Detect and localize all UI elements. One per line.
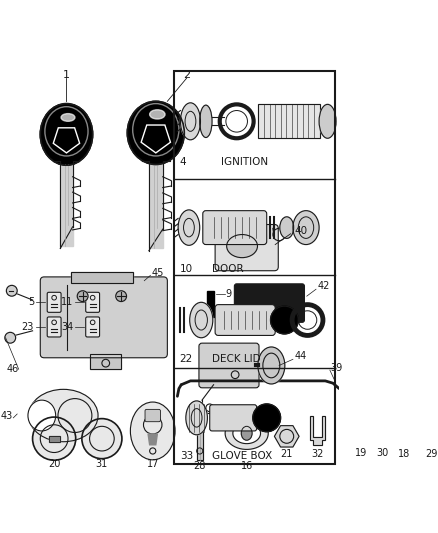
Circle shape <box>253 404 281 432</box>
Ellipse shape <box>150 110 165 119</box>
FancyBboxPatch shape <box>40 277 167 358</box>
Polygon shape <box>149 161 163 248</box>
FancyBboxPatch shape <box>234 284 304 322</box>
Text: 44: 44 <box>294 351 307 361</box>
Text: 43: 43 <box>0 410 13 421</box>
Ellipse shape <box>28 400 56 431</box>
Text: 33: 33 <box>180 451 193 461</box>
Bar <box>90 354 121 369</box>
Ellipse shape <box>180 103 201 140</box>
Bar <box>173 71 335 464</box>
Bar <box>207 291 214 317</box>
Bar <box>71 271 133 283</box>
FancyBboxPatch shape <box>86 292 99 312</box>
Text: 32: 32 <box>311 449 324 459</box>
Ellipse shape <box>227 235 258 257</box>
Bar <box>90 354 121 369</box>
Bar <box>71 271 133 283</box>
Text: 1: 1 <box>63 70 70 80</box>
Bar <box>357 434 364 439</box>
Circle shape <box>5 333 16 343</box>
Ellipse shape <box>61 114 75 122</box>
Text: DECK LID: DECK LID <box>212 353 261 364</box>
Text: 39: 39 <box>330 363 342 373</box>
Text: 45: 45 <box>152 268 164 278</box>
Polygon shape <box>148 434 157 445</box>
Text: 23: 23 <box>22 322 34 332</box>
Text: 19: 19 <box>354 448 367 457</box>
Ellipse shape <box>127 101 184 165</box>
Text: 21: 21 <box>281 449 293 459</box>
Bar <box>258 104 320 138</box>
Text: GLOVE BOX: GLOVE BOX <box>212 451 272 461</box>
Text: DOOR: DOOR <box>212 263 244 273</box>
Ellipse shape <box>280 217 293 238</box>
Ellipse shape <box>241 426 252 440</box>
Bar <box>49 435 60 442</box>
FancyBboxPatch shape <box>203 211 267 245</box>
Text: 5: 5 <box>28 297 34 308</box>
Text: 42: 42 <box>318 281 330 291</box>
Circle shape <box>116 291 127 302</box>
Ellipse shape <box>131 402 175 460</box>
Circle shape <box>7 285 17 296</box>
Ellipse shape <box>319 104 336 138</box>
Polygon shape <box>376 423 389 445</box>
Text: 31: 31 <box>96 459 108 469</box>
Circle shape <box>392 424 416 449</box>
Text: 16: 16 <box>240 461 253 471</box>
Circle shape <box>82 418 122 459</box>
Bar <box>49 435 60 442</box>
Circle shape <box>77 291 88 302</box>
Ellipse shape <box>258 347 285 384</box>
Bar <box>197 418 203 460</box>
Text: 40: 40 <box>294 225 307 236</box>
Ellipse shape <box>29 389 98 442</box>
Polygon shape <box>310 416 325 445</box>
Text: 28: 28 <box>194 461 206 471</box>
FancyBboxPatch shape <box>215 305 275 335</box>
FancyBboxPatch shape <box>47 317 61 337</box>
FancyBboxPatch shape <box>199 343 259 388</box>
Ellipse shape <box>200 105 212 138</box>
FancyBboxPatch shape <box>145 409 160 422</box>
FancyBboxPatch shape <box>247 316 281 331</box>
Bar <box>399 434 409 439</box>
FancyBboxPatch shape <box>86 317 99 337</box>
Polygon shape <box>225 417 268 449</box>
Bar <box>258 104 320 138</box>
Ellipse shape <box>178 210 200 245</box>
Text: 9: 9 <box>225 289 231 299</box>
Polygon shape <box>60 161 73 246</box>
Ellipse shape <box>186 401 208 435</box>
FancyBboxPatch shape <box>47 292 61 312</box>
Text: IGNITION: IGNITION <box>221 157 268 167</box>
Text: 29: 29 <box>425 449 438 459</box>
Text: 30: 30 <box>376 448 389 457</box>
Circle shape <box>271 306 298 334</box>
FancyBboxPatch shape <box>210 405 257 431</box>
Text: 22: 22 <box>180 353 193 364</box>
Text: 2: 2 <box>183 70 190 80</box>
Text: 4: 4 <box>180 157 186 167</box>
Text: 18: 18 <box>398 449 410 459</box>
Text: 17: 17 <box>147 459 159 469</box>
FancyBboxPatch shape <box>215 224 278 271</box>
Text: 20: 20 <box>48 459 60 469</box>
Ellipse shape <box>190 302 213 338</box>
Ellipse shape <box>40 103 93 165</box>
Text: 11: 11 <box>61 297 74 308</box>
Text: 10: 10 <box>180 263 193 273</box>
Text: 46: 46 <box>7 365 19 374</box>
Bar <box>197 418 203 460</box>
Circle shape <box>32 417 76 460</box>
Bar <box>399 434 409 439</box>
Text: 34: 34 <box>61 322 74 332</box>
Ellipse shape <box>293 211 319 245</box>
